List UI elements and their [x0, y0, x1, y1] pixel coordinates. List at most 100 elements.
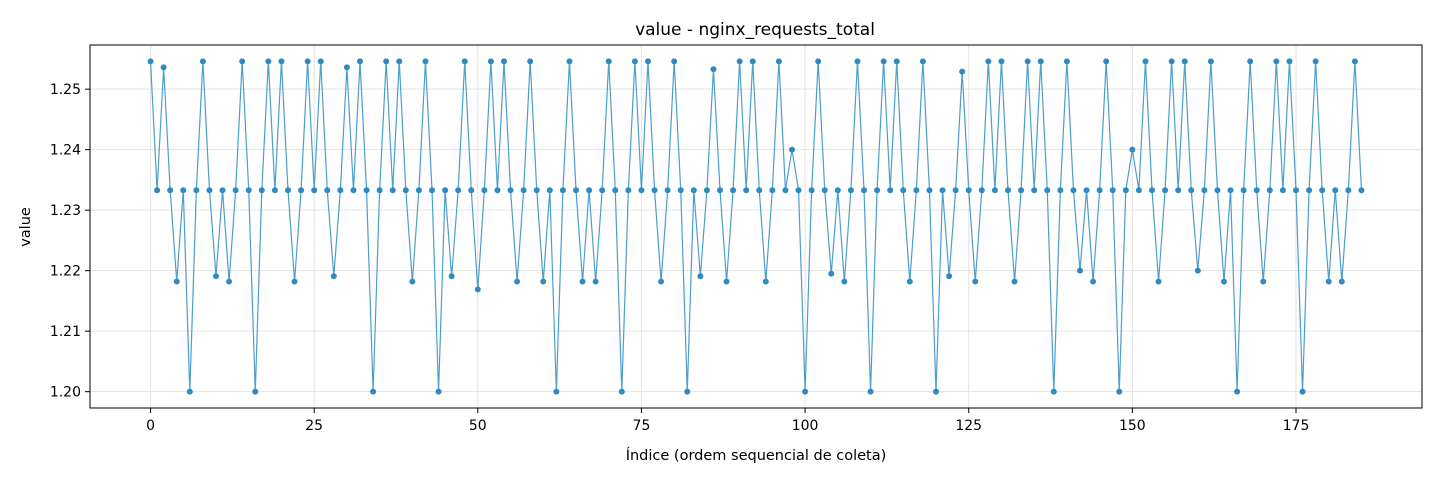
data-point: [756, 187, 763, 194]
data-point: [1057, 187, 1064, 194]
data-point: [775, 58, 782, 65]
y-tick-label: 1.25: [50, 82, 81, 98]
data-point: [789, 146, 795, 153]
data-point: [1162, 187, 1169, 194]
data-point: [258, 187, 265, 194]
data-point: [978, 187, 985, 194]
data-point: [357, 58, 363, 65]
data-point: [180, 187, 187, 194]
data-point: [1135, 187, 1142, 194]
data-point: [631, 58, 638, 65]
data-point: [435, 388, 442, 395]
data-point: [1221, 278, 1227, 285]
data-point: [834, 187, 841, 194]
data-point: [226, 278, 233, 285]
data-point: [317, 58, 324, 65]
data-point: [1070, 187, 1077, 194]
data-point: [880, 58, 887, 65]
data-point: [1175, 187, 1182, 194]
data-point: [533, 187, 540, 194]
data-point: [409, 278, 416, 285]
data-point: [1319, 187, 1326, 194]
data-point: [442, 187, 449, 194]
data-point: [736, 58, 743, 65]
data-point: [1083, 187, 1090, 194]
data-point: [271, 187, 278, 194]
y-tick-label: 1.20: [50, 385, 81, 401]
data-point: [730, 187, 737, 194]
x-tick-label: 75: [633, 418, 651, 434]
data-point: [697, 273, 704, 280]
data-point: [579, 278, 586, 285]
data-point: [206, 187, 213, 194]
data-point: [199, 58, 206, 65]
data-point: [985, 58, 992, 65]
data-point: [612, 187, 619, 194]
data-point: [448, 273, 455, 280]
y-tick-label: 1.21: [50, 324, 81, 340]
data-point: [861, 187, 867, 194]
data-point: [154, 187, 161, 194]
data-point: [959, 68, 966, 75]
data-point: [383, 58, 390, 65]
data-point: [487, 58, 494, 65]
data-point: [193, 187, 200, 194]
data-point: [998, 58, 1005, 65]
data-point: [1122, 187, 1129, 194]
data-point: [1194, 267, 1201, 274]
data-point: [749, 58, 756, 65]
data-point: [1247, 58, 1254, 65]
data-point: [1096, 187, 1103, 194]
data-point: [1234, 388, 1241, 395]
data-point: [278, 58, 285, 65]
y-tick-label: 1.23: [50, 203, 81, 219]
data-point: [219, 187, 226, 194]
data-point: [1227, 187, 1234, 194]
data-point: [1181, 58, 1188, 65]
y-axis-label: value: [18, 207, 34, 247]
data-point: [370, 388, 377, 395]
data-point: [887, 187, 894, 194]
data-point: [1044, 187, 1051, 194]
data-point: [363, 187, 370, 194]
data-point: [762, 278, 769, 285]
data-point: [324, 187, 331, 194]
data-point: [1201, 187, 1208, 194]
data-point: [854, 58, 861, 65]
data-point: [1306, 187, 1313, 194]
data-point: [415, 187, 422, 194]
data-point: [677, 187, 684, 194]
data-point: [1103, 58, 1110, 65]
data-point: [965, 187, 972, 194]
data-point: [1024, 58, 1031, 65]
data-point: [1351, 58, 1358, 65]
x-tick-label: 25: [305, 418, 323, 434]
data-point: [1168, 58, 1175, 65]
data-point: [991, 187, 998, 194]
data-point: [285, 187, 291, 194]
data-point: [1109, 187, 1116, 194]
data-point: [298, 187, 305, 194]
data-point: [546, 187, 553, 194]
data-point: [1266, 187, 1273, 194]
data-point: [376, 187, 383, 194]
data-point: [474, 286, 481, 293]
data-point: [743, 187, 750, 194]
data-point: [638, 187, 645, 194]
data-point: [553, 388, 560, 395]
data-point: [1037, 58, 1044, 65]
data-point: [1312, 58, 1319, 65]
x-tick-label: 150: [1119, 418, 1146, 434]
data-point: [507, 187, 514, 194]
data-point: [599, 187, 606, 194]
data-point: [173, 278, 180, 285]
data-point: [501, 58, 507, 65]
data-point: [802, 388, 809, 395]
data-point: [147, 58, 154, 65]
data-point: [343, 64, 350, 71]
data-point: [232, 187, 239, 194]
data-point: [906, 278, 913, 285]
data-point: [651, 187, 658, 194]
data-point: [1253, 187, 1260, 194]
